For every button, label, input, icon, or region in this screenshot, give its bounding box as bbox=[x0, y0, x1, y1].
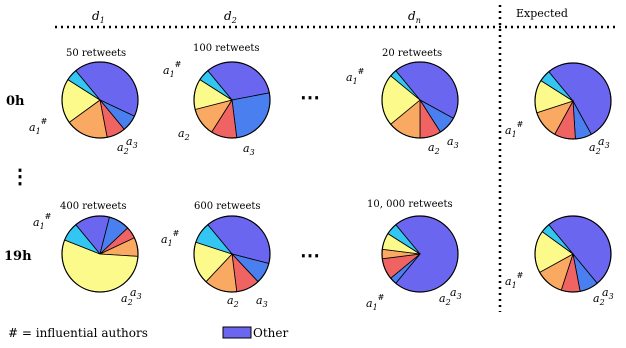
pie-outline bbox=[534, 62, 612, 140]
horizontal-ellipsis-top: ⋯ bbox=[300, 85, 322, 109]
column-header-expected: Expected bbox=[516, 7, 568, 20]
pie-outline bbox=[193, 215, 271, 293]
author-label-a2: a2 bbox=[593, 292, 605, 307]
author-label-a2: a2 bbox=[439, 292, 451, 307]
pie-chart-d2-19h bbox=[193, 215, 271, 293]
column-header-d1: d1 bbox=[92, 9, 105, 25]
author-label-a1-influential: a1# bbox=[346, 67, 365, 86]
pie-outline bbox=[534, 215, 612, 293]
retweet-label: 400 retweets bbox=[60, 201, 127, 212]
author-label-a3: a3 bbox=[450, 286, 462, 301]
row-label-19h: 19h bbox=[4, 249, 32, 264]
author-label-a2: a2 bbox=[428, 141, 440, 156]
author-label-a1-influential: a1# bbox=[505, 120, 524, 139]
pie-chart-expected-0h bbox=[534, 62, 612, 140]
retweet-label: 10, 000 retweets bbox=[367, 199, 453, 210]
pie-chart-dn-19h bbox=[381, 215, 459, 293]
retweet-label: 600 retweets bbox=[194, 201, 261, 212]
author-label-a3: a3 bbox=[447, 135, 459, 150]
author-label-a2: a2 bbox=[589, 141, 601, 156]
pie-outline bbox=[193, 61, 271, 139]
author-label-a1-influential: a1# bbox=[163, 60, 182, 79]
pie-outline bbox=[61, 61, 139, 139]
retweet-label: 20 retweets bbox=[382, 48, 442, 59]
row-label-0h: 0h bbox=[6, 94, 25, 109]
author-label-a3: a3 bbox=[256, 294, 268, 309]
pie-chart-dn-0h bbox=[381, 61, 459, 139]
pie-chart-expected-19h bbox=[534, 215, 612, 293]
author-label-a1-influential: a1# bbox=[33, 212, 52, 231]
legend-influential-authors: # = influential authors bbox=[8, 326, 148, 340]
retweet-label: 100 retweets bbox=[193, 43, 260, 54]
author-label-a2: a2 bbox=[117, 141, 129, 156]
author-label-a1-influential: a1# bbox=[161, 229, 180, 248]
author-label-a1-influential: a1# bbox=[505, 271, 524, 290]
pie-chart-d1-19h bbox=[61, 215, 139, 293]
pie-outline bbox=[381, 215, 459, 293]
retweet-label: 50 retweets bbox=[66, 48, 126, 59]
pie-outline bbox=[381, 61, 459, 139]
legend-other-swatch bbox=[222, 326, 252, 339]
horizontal-ellipsis-bottom: ⋯ bbox=[300, 243, 322, 267]
author-label-a1-influential: a1# bbox=[366, 293, 385, 312]
author-label-a3: a3 bbox=[602, 286, 614, 301]
vertical-ellipsis: ⋮ bbox=[10, 164, 32, 188]
legend-other-label: Other bbox=[253, 326, 288, 340]
author-label-a2: a2 bbox=[227, 294, 239, 309]
author-label-a3: a3 bbox=[598, 135, 610, 150]
author-label-a3: a3 bbox=[126, 135, 138, 150]
author-label-a2: a2 bbox=[178, 127, 190, 142]
author-label-a2: a2 bbox=[121, 292, 133, 307]
column-header-dn: dn bbox=[408, 9, 421, 25]
pie-outline bbox=[61, 215, 139, 293]
pie-chart-d1-0h bbox=[61, 61, 139, 139]
pie-chart-d2-0h bbox=[193, 61, 271, 139]
author-label-a3: a3 bbox=[130, 286, 142, 301]
column-header-d2: d2 bbox=[224, 9, 237, 25]
author-label-a1-influential: a1# bbox=[29, 117, 48, 136]
pie-slice-blue bbox=[231, 92, 271, 139]
author-label-a3: a3 bbox=[243, 142, 255, 157]
